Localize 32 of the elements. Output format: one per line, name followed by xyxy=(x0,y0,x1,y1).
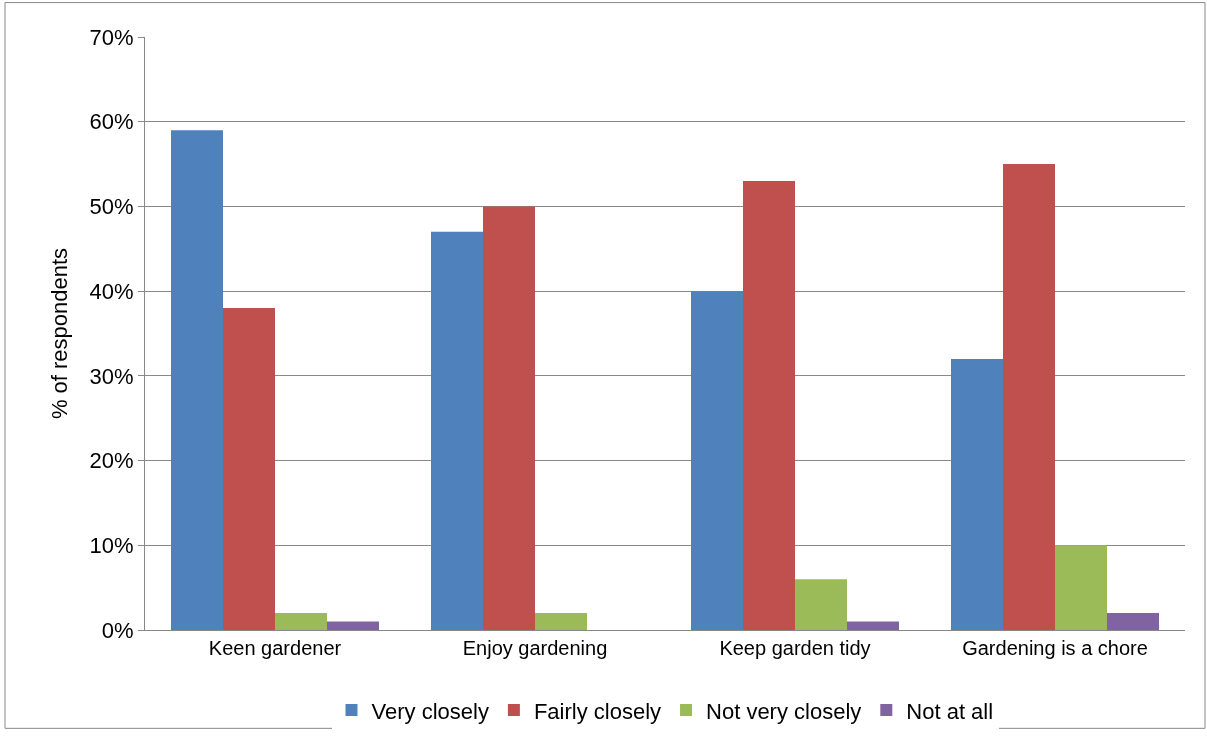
x-tick-label: Keep garden tidy xyxy=(719,637,871,659)
x-tick-label: Gardening is a chore xyxy=(962,637,1148,659)
y-axis-title: % of respondents xyxy=(47,247,73,420)
bar xyxy=(483,206,535,630)
legend-label: Not at all xyxy=(906,698,994,724)
x-tick-label: Keen gardener xyxy=(208,637,342,659)
bar xyxy=(431,231,483,630)
bar xyxy=(847,621,899,630)
legend-label: Very closely xyxy=(371,698,489,724)
bar xyxy=(1107,613,1159,630)
bar xyxy=(743,181,795,630)
bar xyxy=(795,579,847,630)
y-tick-label: 40% xyxy=(89,278,134,304)
x-tick-label: Enjoy gardening xyxy=(462,637,608,659)
bar xyxy=(275,613,327,630)
bar xyxy=(171,130,223,630)
y-tick-label: 50% xyxy=(89,194,134,220)
bar xyxy=(1055,545,1107,630)
bar xyxy=(327,621,379,630)
y-tick-label: 10% xyxy=(89,532,134,558)
y-tick-label: 30% xyxy=(89,363,134,389)
bar xyxy=(223,308,275,630)
bar xyxy=(1003,164,1055,630)
bar xyxy=(535,613,587,630)
y-tick-label: 60% xyxy=(89,109,134,135)
legend-label: Not very closely xyxy=(706,698,862,724)
y-tick-label: 0% xyxy=(101,617,134,643)
bar xyxy=(951,358,1003,630)
legend-label: Fairly closely xyxy=(533,698,662,724)
y-tick-label: 20% xyxy=(89,448,134,474)
y-tick-label: 70% xyxy=(89,24,134,50)
bar xyxy=(691,291,743,630)
